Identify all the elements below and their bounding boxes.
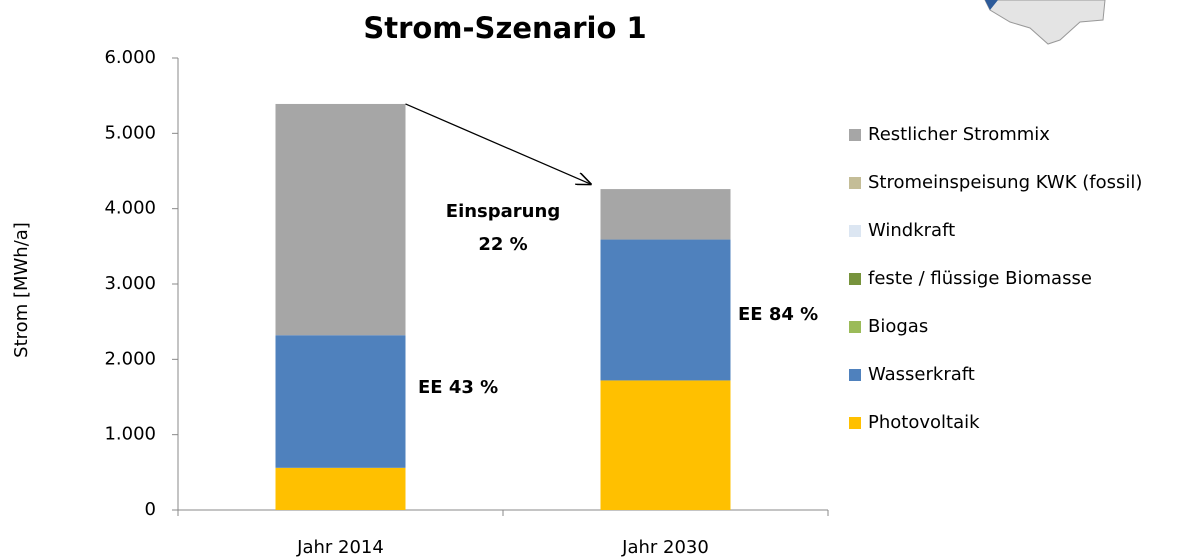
arrow (405, 103, 591, 184)
y-tick-label: 0 (145, 499, 156, 520)
bar-segment (600, 380, 731, 510)
map-decoration (984, 0, 1106, 45)
legend-label: Biogas (868, 316, 928, 337)
legend-swatch (849, 177, 861, 189)
annotation: Einsparung (446, 201, 560, 222)
bar-segment (600, 239, 731, 381)
legend-label: Restlicher Strommix (868, 124, 1050, 145)
legend-swatch (849, 321, 861, 333)
annotation: 22 % (478, 234, 527, 255)
y-tick-label: 2.000 (104, 348, 156, 369)
annotation-bg (441, 199, 565, 225)
bar-segment (275, 103, 406, 336)
map-decoration (985, 0, 998, 10)
y-tick-label: 3.000 (104, 273, 156, 294)
bar-segment (275, 467, 406, 510)
x-tick-label: Jahr 2014 (296, 537, 384, 558)
annotation: EE 43 % (418, 377, 498, 398)
legend-swatch (849, 369, 861, 381)
legend-swatch (849, 417, 861, 429)
bar-segment (600, 189, 731, 240)
legend-label: feste / flüssige Biomasse (868, 268, 1092, 289)
legend-swatch (849, 129, 861, 141)
chart-title: Strom-Szenario 1 (363, 11, 646, 45)
legend-label: Windkraft (868, 220, 955, 241)
legend-label: Photovoltaik (868, 412, 980, 433)
bar-segment (275, 335, 406, 468)
annotation: EE 84 % (738, 304, 818, 325)
legend-swatch (849, 273, 861, 285)
y-tick-label: 1.000 (104, 424, 156, 445)
y-tick-label: 4.000 (104, 198, 156, 219)
legend-label: Stromeinspeisung KWK (fossil) (868, 172, 1142, 193)
y-tick-label: 6.000 (104, 47, 156, 68)
y-tick-label: 5.000 (104, 122, 156, 143)
y-axis-label: Strom [MWh/a] (11, 222, 32, 358)
x-tick-label: Jahr 2030 (621, 537, 709, 558)
legend-swatch (849, 225, 861, 237)
legend-label: Wasserkraft (868, 364, 975, 385)
